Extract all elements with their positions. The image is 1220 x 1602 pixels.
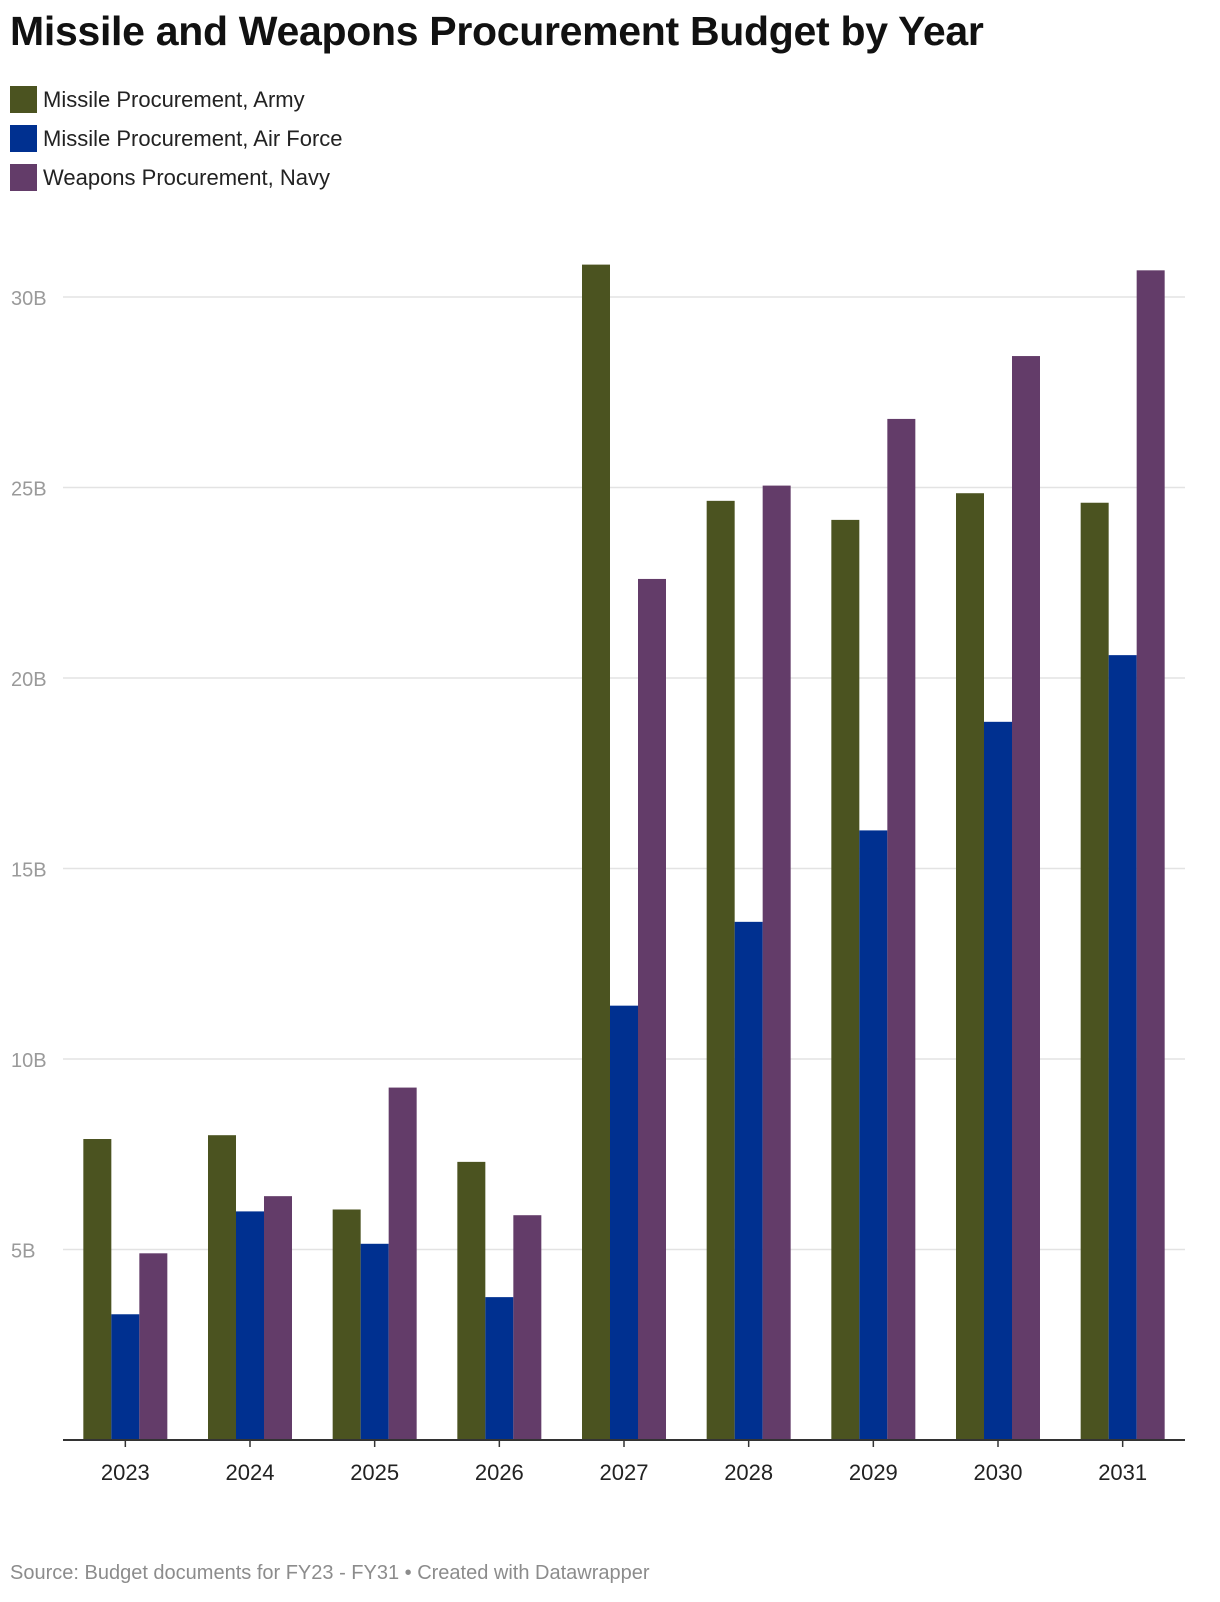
- x-tick-label: 2031: [1098, 1460, 1147, 1485]
- bar: [111, 1314, 140, 1440]
- x-tick-label: 2030: [974, 1460, 1023, 1485]
- x-tick-label: 2026: [475, 1460, 524, 1485]
- legend-swatch-air-force: [10, 125, 37, 152]
- legend-label-air-force: Missile Procurement, Air Force: [43, 125, 343, 151]
- bar: [831, 519, 860, 1440]
- bar: [264, 1196, 292, 1440]
- bar: [859, 830, 888, 1440]
- bar: [762, 485, 791, 1441]
- bar: [638, 578, 666, 1440]
- y-tick-label: 25B: [11, 479, 47, 501]
- legend-label-navy: Weapons Procurement, Navy: [43, 164, 330, 190]
- bar: [208, 1135, 236, 1440]
- bar: [734, 921, 763, 1440]
- chart-title: Missile and Weapons Procurement Budget b…: [10, 8, 984, 54]
- x-tick-label: 2023: [101, 1460, 150, 1485]
- x-tick-label: 2029: [849, 1460, 898, 1485]
- x-tick-label: 2027: [600, 1460, 649, 1485]
- bar: [582, 264, 610, 1440]
- bar: [485, 1297, 514, 1440]
- x-tick-label: 2025: [350, 1460, 399, 1485]
- legend-swatch-navy: [10, 164, 37, 191]
- bar: [706, 500, 735, 1441]
- bar: [956, 493, 984, 1441]
- x-tick-label: 2024: [226, 1460, 275, 1485]
- bar: [332, 1209, 361, 1440]
- legend: Missile Procurement, Army Missile Procur…: [10, 80, 343, 197]
- y-tick-label: 20B: [11, 669, 47, 691]
- legend-item-navy: Weapons Procurement, Navy: [10, 158, 343, 197]
- legend-swatch-army: [10, 86, 37, 113]
- bar: [610, 1005, 638, 1440]
- legend-item-army: Missile Procurement, Army: [10, 80, 343, 119]
- y-tick-label: 30B: [11, 288, 47, 310]
- bar: [1080, 502, 1109, 1440]
- bar: [1108, 655, 1137, 1440]
- bar: [139, 1253, 168, 1440]
- y-tick-label: 5B: [11, 1241, 35, 1263]
- legend-label-army: Missile Procurement, Army: [43, 86, 305, 112]
- bar: [1136, 270, 1165, 1441]
- x-tick-label: 2028: [724, 1460, 773, 1485]
- bar: [984, 721, 1012, 1440]
- y-tick-label: 10B: [11, 1050, 47, 1072]
- bar: [388, 1087, 417, 1440]
- bar: [457, 1161, 486, 1440]
- bar: [1012, 356, 1040, 1441]
- bar: [83, 1139, 112, 1440]
- y-tick-label: 15B: [11, 860, 47, 882]
- bar: [236, 1211, 264, 1440]
- bar: [513, 1215, 542, 1440]
- legend-item-air-force: Missile Procurement, Air Force: [10, 119, 343, 158]
- bar: [887, 418, 916, 1440]
- bar: [360, 1243, 389, 1440]
- source-note: Source: Budget documents for FY23 - FY31…: [10, 1562, 650, 1584]
